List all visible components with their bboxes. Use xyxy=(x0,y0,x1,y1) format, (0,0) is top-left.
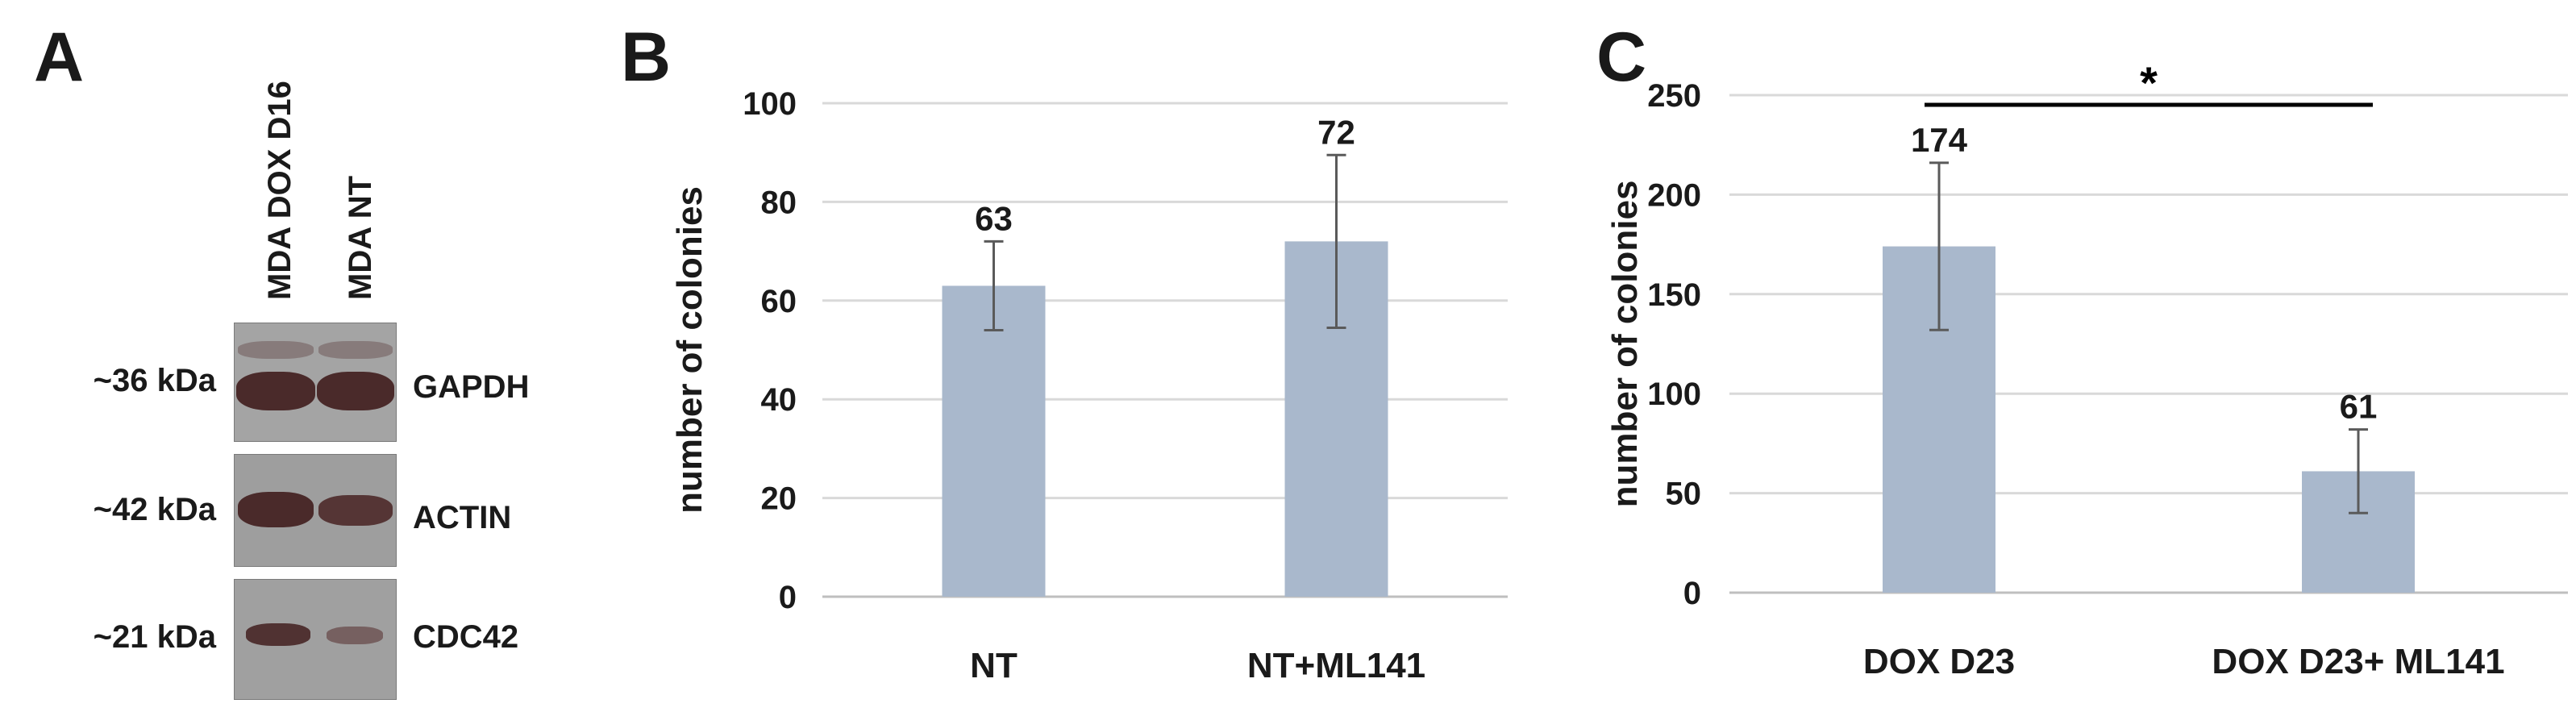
lane-label-mda-dox-d16: MDA DOX D16 xyxy=(262,81,298,300)
band-gapdh-upper-lane1 xyxy=(238,341,314,359)
y-tick-label: 0 xyxy=(779,580,797,615)
x-category-label: DOX D23 xyxy=(1863,642,2015,681)
protein-label-actin: ACTIN xyxy=(413,500,512,535)
x-category-label: NT+ML141 xyxy=(1247,646,1425,685)
y-axis-label: number of colonies xyxy=(1605,181,1645,508)
y-tick-label: 40 xyxy=(761,382,797,418)
panel-a-label: A xyxy=(34,19,85,96)
y-tick-label: 0 xyxy=(1683,576,1701,611)
blot-gapdh xyxy=(234,323,397,442)
lane-label-mda-nt: MDA NT xyxy=(343,175,378,300)
y-tick-label: 80 xyxy=(761,185,797,220)
y-tick-label: 60 xyxy=(761,284,797,319)
y-axis-label: number of colonies xyxy=(670,186,710,514)
band-cdc42-lane2 xyxy=(327,627,383,644)
panel-b: B 0 20 40 60 80 100 number of colonies 63 NT 72 NT… xyxy=(581,0,1564,708)
blot-actin xyxy=(234,454,397,567)
y-tick-label: 20 xyxy=(761,481,797,517)
size-label-actin: ~42 kDa xyxy=(93,492,216,527)
y-tick-label: 100 xyxy=(1647,377,1701,412)
size-label-cdc42: ~21 kDa xyxy=(93,619,216,655)
chart-c: 0 50 100 150 200 250 number of colonies 174 DOX … xyxy=(1605,57,2568,681)
protein-label-gapdh: GAPDH xyxy=(413,369,530,405)
y-tick-label: 50 xyxy=(1666,477,1702,512)
band-actin-lane2 xyxy=(318,495,393,526)
y-tick-label: 250 xyxy=(1647,78,1701,114)
protein-label-cdc42: CDC42 xyxy=(413,619,519,655)
band-cdc42-lane1 xyxy=(246,623,310,646)
blot-cdc42 xyxy=(234,579,397,700)
y-tick-label: 100 xyxy=(743,86,797,122)
bar-nt xyxy=(942,285,1046,597)
data-label: 63 xyxy=(975,199,1013,237)
panel-c-label: C xyxy=(1596,19,1647,96)
band-gapdh-upper-lane2 xyxy=(318,341,393,359)
data-label: 72 xyxy=(1317,113,1355,151)
panel-c: C 0 50 100 150 200 250 number of colonies 174 DO… xyxy=(1564,0,2576,708)
significance-marker: * xyxy=(2140,57,2158,108)
panel-a-western-blot: A MDA DOX D16 MDA NT ~36 kDa ~42 kDa ~21… xyxy=(0,0,581,708)
y-tick-label: 150 xyxy=(1647,277,1701,313)
x-category-label: DOX D23+ ML141 xyxy=(2212,642,2504,681)
x-category-label: NT xyxy=(970,646,1017,685)
band-gapdh-lane2 xyxy=(317,372,394,410)
data-label: 61 xyxy=(2340,388,2378,426)
panel-b-label: B xyxy=(621,19,672,96)
data-label: 174 xyxy=(1911,121,1968,159)
chart-b: 0 20 40 60 80 100 number of colonies 63 NT 72 NT+M… xyxy=(670,86,1508,685)
band-actin-lane1 xyxy=(238,492,314,527)
size-label-gapdh: ~36 kDa xyxy=(93,363,216,398)
y-tick-label: 200 xyxy=(1647,177,1701,213)
band-gapdh-lane1 xyxy=(236,372,315,410)
